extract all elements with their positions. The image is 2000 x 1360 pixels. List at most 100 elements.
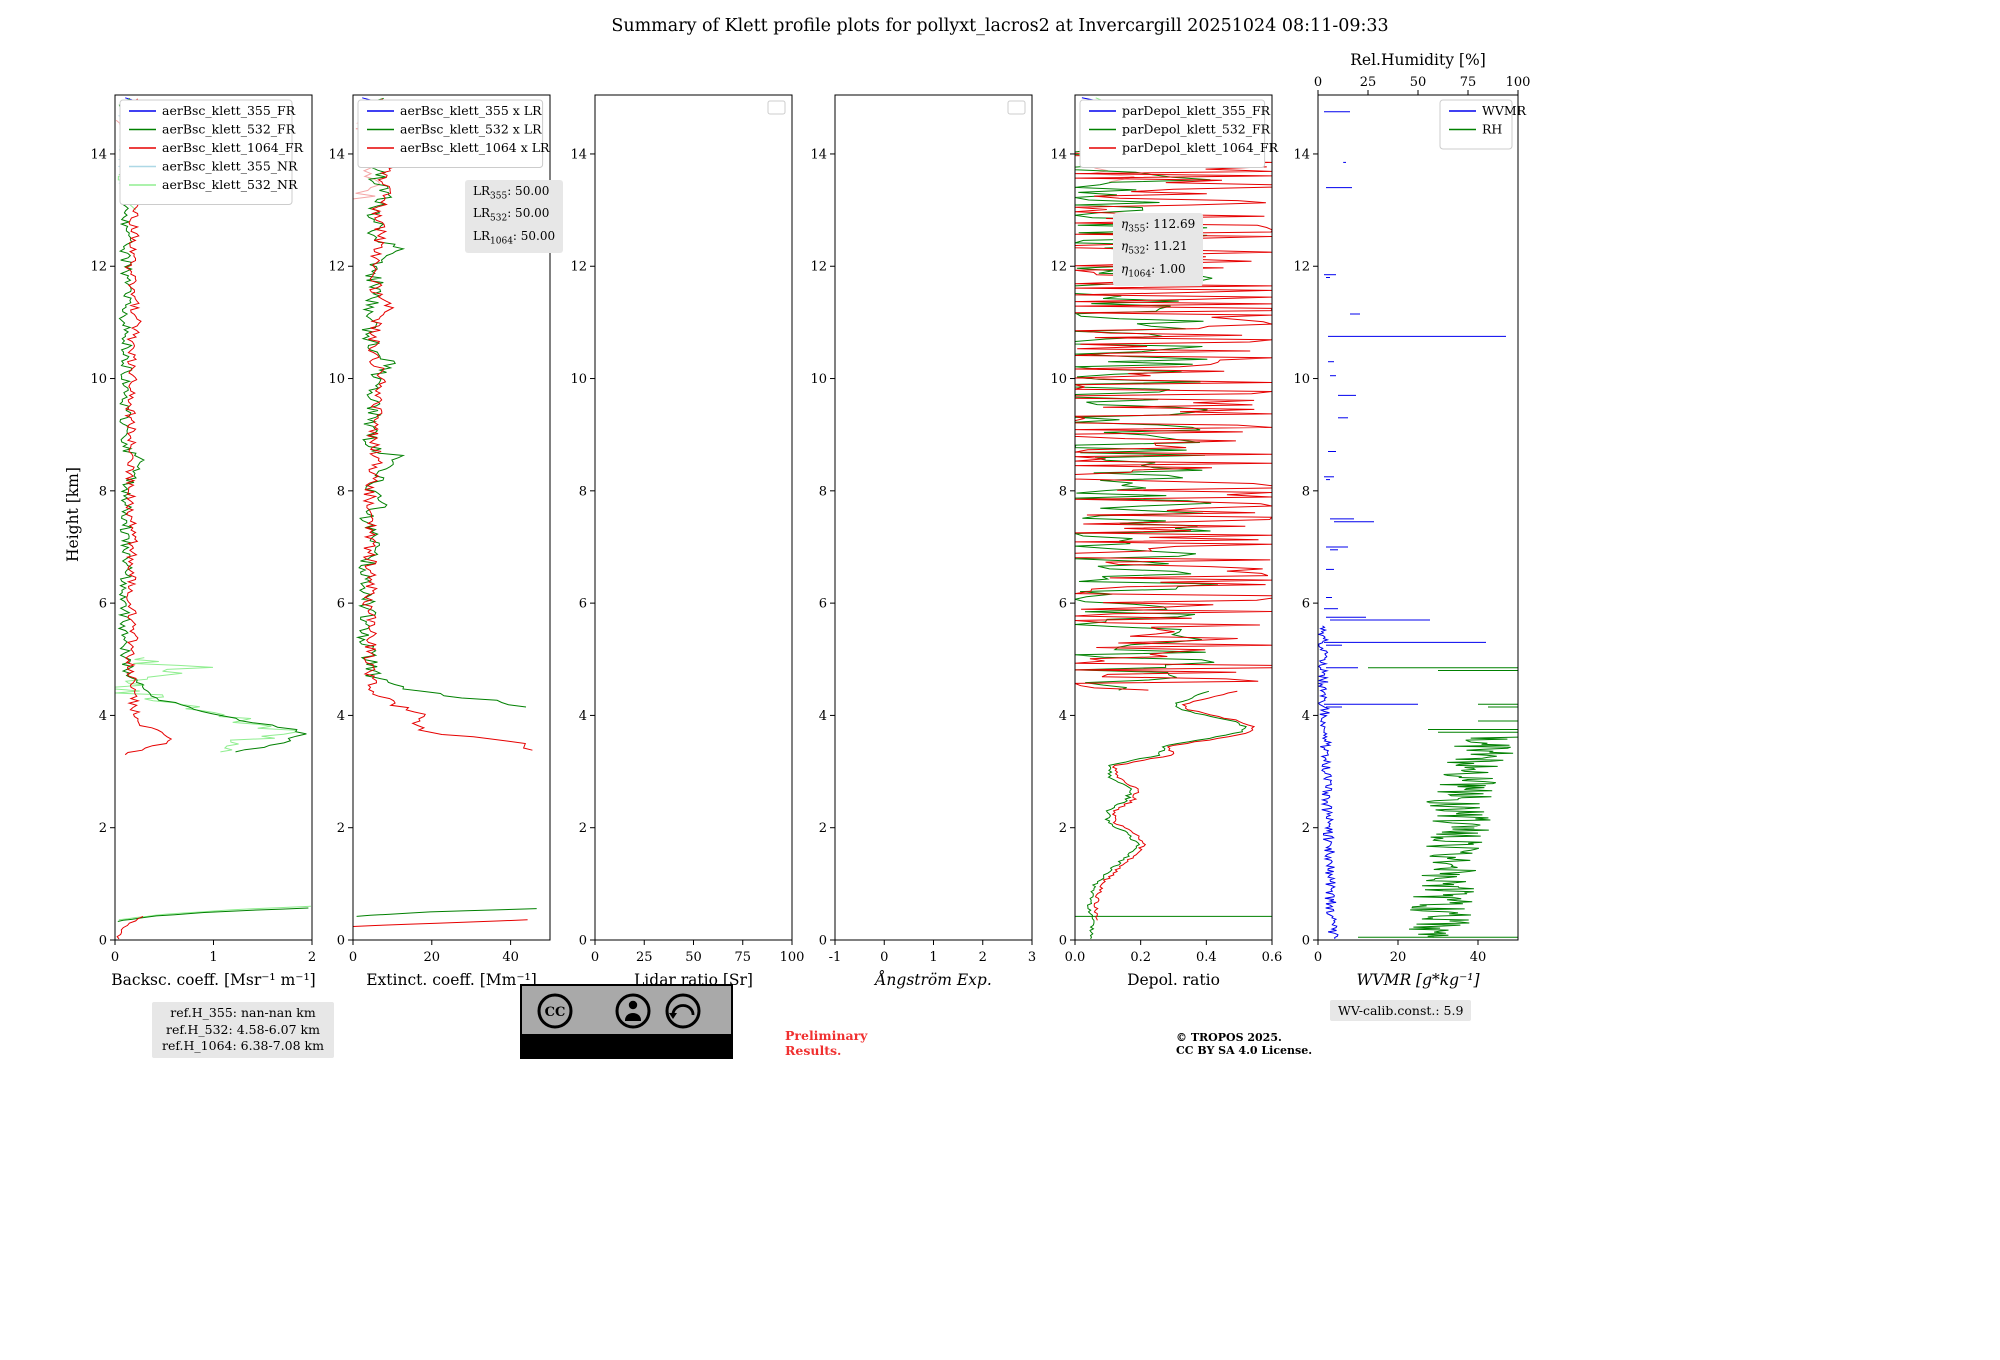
- legend-label: aerBsc_klett_532 x LR: [400, 122, 542, 137]
- y-tick-label: 0: [99, 934, 107, 949]
- annotation-line: η532: 11.21: [1121, 239, 1188, 257]
- legend-box: [1079, 99, 1266, 168]
- axes-frame: [594, 94, 793, 941]
- y-tick-label: 2: [1059, 821, 1067, 836]
- x-tick-label: 0: [1314, 950, 1322, 965]
- series-aerBsc_klett_1064_x_LR: [361, 98, 533, 751]
- copyright-note: © TROPOS 2025. CC BY SA 4.0 License.: [1176, 1031, 1312, 1057]
- x-tick-label: 1: [209, 950, 217, 965]
- y-axis-label: Height [km]: [64, 467, 82, 562]
- x-tick-label: 0.4: [1196, 950, 1217, 965]
- wv-calib-note: WV-calib.const.: 5.9: [1330, 1000, 1472, 1021]
- y-tick-label: 4: [819, 709, 827, 724]
- axes-frame: [834, 94, 1033, 941]
- y-tick-label: 10: [1050, 372, 1067, 387]
- x-tick-label: 50: [685, 950, 702, 965]
- annotation-depol-ratio: η355: 112.69 η532: 11.21 η1064: 1.00: [1113, 213, 1204, 287]
- axes-frame: [1317, 94, 1519, 941]
- legend-box: [357, 99, 544, 168]
- cc-by-text: BY: [622, 1039, 645, 1055]
- y-tick-label: 4: [1302, 709, 1310, 724]
- y-tick-label: 14: [328, 147, 345, 162]
- cc-badge-bottom-bar: [522, 1034, 731, 1057]
- ref-heights-box: ref.H_355: nan-nan km ref.H_532: 4.58-6.…: [152, 1002, 334, 1058]
- y-tick-label: 10: [328, 372, 345, 387]
- series-aerBsc_klett_1064_FR: [124, 98, 173, 756]
- y-tick-label: 4: [337, 709, 345, 724]
- legend-label: aerBsc_klett_532_NR: [162, 177, 298, 192]
- y-tick-label: 2: [579, 821, 587, 836]
- y-tick-label: 6: [1059, 597, 1067, 612]
- x-axis-label-wvmr: WVMR [g*kg⁻¹]: [1356, 971, 1480, 989]
- panel-depol-ratio: 0.0 0.2 0.4 0.6 0 2 4 6 8 10 12 14 Depol. ratio parDe…: [1050, 94, 1282, 989]
- y-tick-label: 8: [1302, 484, 1310, 499]
- y-tick-label: 12: [810, 260, 827, 275]
- y-tick-label: 0: [1059, 934, 1067, 949]
- x-tick-label: 0: [591, 950, 599, 965]
- annotation-line: η1064: 1.00: [1121, 261, 1186, 280]
- y-tick-label: 4: [1059, 709, 1067, 724]
- y-tick-label: 8: [819, 484, 827, 499]
- y-tick-label: 0: [819, 934, 827, 949]
- x-axis-label-extinction: Extinct. coeff. [Mm⁻¹]: [366, 971, 537, 989]
- legend-box: [119, 99, 293, 205]
- series-aerBsc_klett_532_NR: [115, 657, 297, 753]
- y-tick-label: 0: [337, 934, 345, 949]
- top-tick-label: 75: [1460, 75, 1477, 90]
- sharealike-arrow: [671, 1004, 695, 1016]
- legend-label: aerBsc_klett_355_FR: [162, 103, 296, 118]
- ref-height-355: ref.H_355: nan-nan km: [170, 1005, 316, 1020]
- series-parDepol_klett_532_FR: [1086, 690, 1247, 940]
- legend-label: parDepol_klett_1064_FR: [1122, 140, 1279, 155]
- annotation-line: LR1064: 50.00: [473, 228, 556, 247]
- series-WVMR: [1318, 625, 1339, 939]
- y-tick-label: 6: [579, 597, 587, 612]
- x-tick-label: 40: [1470, 950, 1487, 965]
- series-aerBsc_klett_532_x_LR: [356, 908, 537, 917]
- x-axis-label-angstrom: Ångström Exp.: [873, 971, 992, 989]
- x-tick-label: 100: [780, 950, 805, 965]
- y-tick-label: 12: [328, 260, 345, 275]
- top-tick-label: 25: [1360, 75, 1377, 90]
- y-tick-label: 10: [570, 372, 587, 387]
- y-tick-label: 2: [819, 821, 827, 836]
- x-tick-label: 40: [502, 950, 519, 965]
- series-aerBsc_klett_1064_x_LR: [353, 919, 528, 927]
- x-tick-label: 75: [734, 950, 751, 965]
- y-tick-label: 14: [90, 147, 107, 162]
- y-tick-label: 10: [90, 372, 107, 387]
- y-tick-label: 8: [579, 484, 587, 499]
- x-tick-label: 2: [979, 950, 987, 965]
- x-tick-label: 0: [111, 950, 119, 965]
- cc-badge-graphic: CC BY SA: [522, 986, 731, 1057]
- axes-frame: [352, 94, 551, 941]
- legend-label: parDepol_klett_532_FR: [1122, 122, 1271, 137]
- y-tick-label: 10: [810, 372, 827, 387]
- x-tick-label: 0: [880, 950, 888, 965]
- y-tick-label: 12: [90, 260, 107, 275]
- series-aerBsc_klett_1064_FR: [116, 915, 144, 940]
- y-tick-label: 14: [1293, 147, 1310, 162]
- preliminary-note: Preliminary Results.: [785, 1028, 867, 1058]
- figure-title: Summary of Klett profile plots for polly…: [611, 16, 1389, 36]
- sharealike-icon: [665, 993, 701, 1029]
- series-aerBsc_klett_532_FR: [117, 907, 309, 922]
- legend-label: aerBsc_klett_355_NR: [162, 159, 298, 174]
- legend-label: RH: [1482, 122, 1502, 137]
- series-layer-wvmr: [1318, 111, 1518, 939]
- x-tick-label: -1: [829, 950, 842, 965]
- legend-box: [1439, 99, 1513, 150]
- legend-empty-box: [1007, 100, 1026, 115]
- y-tick-label: 6: [337, 597, 345, 612]
- y-tick-label: 2: [337, 821, 345, 836]
- panel-wvmr: 0 20 40 0 2 4 6 8 10 12 14 WVMR [g*kg⁻¹] 0 25 50 75 100 R…: [1293, 51, 1530, 989]
- legend-label: aerBsc_klett_532_FR: [162, 122, 296, 137]
- axes-frame: [1074, 94, 1273, 941]
- x-tick-label: 0: [349, 950, 357, 965]
- legend-label: parDepol_klett_355_FR: [1122, 103, 1271, 118]
- y-tick-label: 2: [1302, 821, 1310, 836]
